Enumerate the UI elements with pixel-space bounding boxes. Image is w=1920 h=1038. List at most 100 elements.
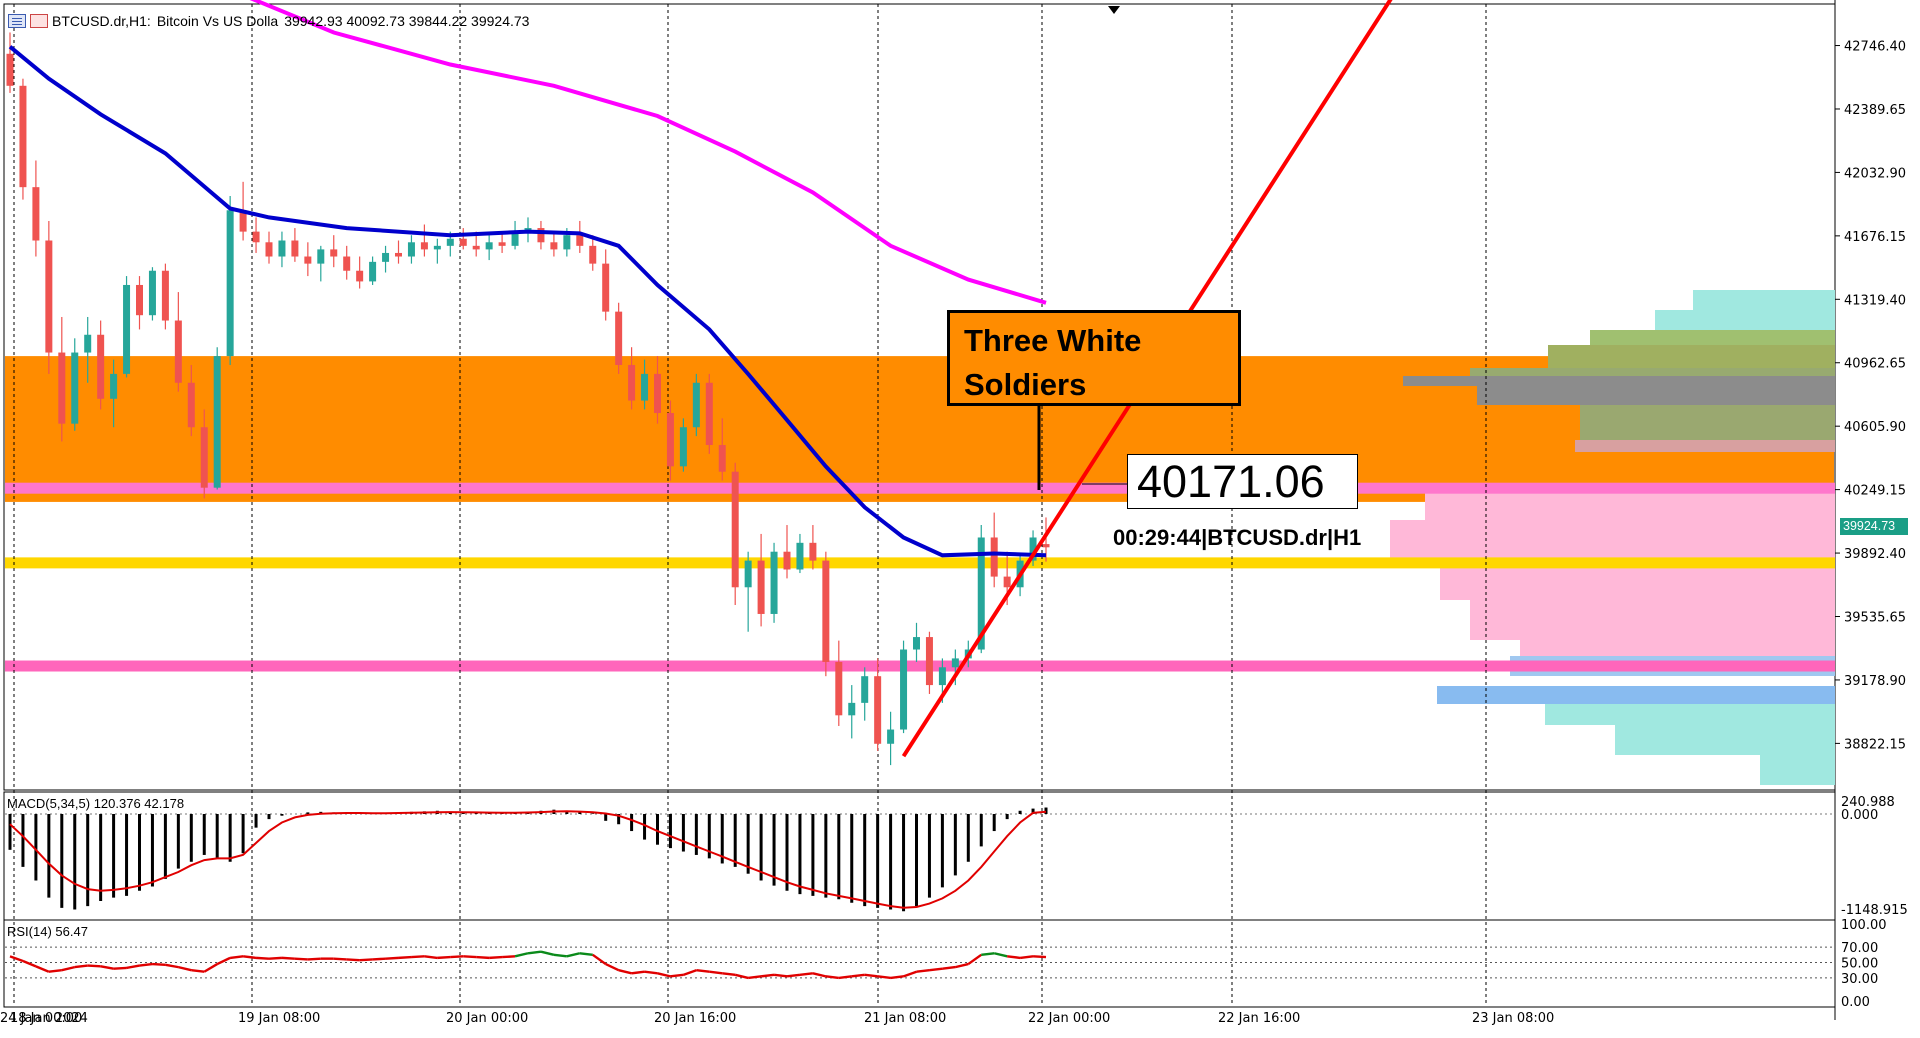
candle-body [136,284,143,316]
candle-body [679,427,687,467]
price-axis-label: 40962.65 [1844,357,1906,372]
rsi-line-segment [398,955,412,960]
menu-icon[interactable] [8,14,26,28]
rsi-line-segment [35,965,50,973]
rsi-line-segment [631,970,645,975]
rsi-line-segment [592,953,607,966]
rsi-line-segment [605,962,620,972]
price-axis-label: 39535.65 [1844,611,1906,626]
rsi-axis-label: 70.00 [1841,941,1878,956]
volume-profile-bar [1590,330,1835,345]
rsi-line-segment [203,963,218,973]
rsi-line-segment [967,953,982,966]
candle-body [537,228,545,243]
rsi-line-segment [61,965,76,972]
rsi-line-segment [74,964,88,969]
symbol-label: BTCUSD.dr,H1: [52,13,151,29]
candle-body [446,238,454,246]
rsi-line-segment [178,965,192,972]
rsi-axis-label: 30.00 [1841,972,1878,987]
rsi-line-segment [22,959,37,968]
candle-timer: 00:29:44|BTCUSD.dr|H1 [1113,525,1362,550]
rsi-line-segment [152,962,166,967]
callout-line-2: Soldiers [964,367,1087,402]
rsi-line-segment [489,955,503,960]
candle-body [731,471,739,588]
candle-body [343,256,351,271]
rsi-line-segment [890,975,904,980]
rsi-line-segment [942,965,956,970]
candle-body [291,240,299,257]
rsi-line-segment [696,969,710,973]
candle-body [718,445,726,472]
candle-body [84,334,92,353]
horizontal-level [5,557,1835,569]
candle-body [913,637,920,650]
rsi-line-segment [216,956,231,966]
candle-body [369,261,377,282]
candle-body [1029,537,1037,561]
time-axis-label: 21 Jan 08:00 [864,1011,946,1026]
candle-body [239,210,247,232]
rsi-line-segment [812,972,827,978]
candle-body [977,537,985,650]
candle-body [161,270,169,321]
rsi-line-segment [657,972,671,978]
bid-price-tag: 39924.73 [1840,518,1908,535]
candle-body [550,242,558,250]
candle-body [200,427,208,488]
candle-body [783,551,791,570]
rsi-line-segment [722,972,736,977]
candle-body [433,245,441,250]
candle-body [641,373,649,401]
candle-body [563,235,571,250]
rsi-line-segment [851,973,865,978]
rsi-line-segment [126,964,140,970]
time-axis-label: 18 Jan 2024 [10,1011,88,1026]
rsi-panel [3,919,1836,1008]
candle-body [420,242,428,250]
candle-body [174,320,182,383]
rsi-line-segment [644,970,658,975]
volume-profile-bar [1425,490,1835,520]
rsi-line-segment [255,956,270,960]
candle-body [628,364,636,401]
candle-body [19,85,27,188]
rsi-line-segment [1019,955,1034,960]
candle-body [32,187,40,241]
rsi-line-segment [139,962,153,967]
volume-profile-bar [1390,520,1835,560]
time-axis-label: 20 Jan 16:00 [654,1011,736,1026]
candle-body [951,658,959,668]
rsi-label: RSI(14) 56.47 [7,924,88,939]
macd-panel [3,791,1836,921]
rsi-line-segment [411,955,425,959]
candle-body [356,270,364,282]
time-axis-label: 22 Jan 16:00 [1218,1011,1300,1026]
candle-body [110,373,118,399]
rsi-line-segment [825,975,839,980]
time-axis-label: 22 Jan 00:00 [1028,1011,1110,1026]
volume-profile-bar [1575,440,1835,452]
macd-axis-label: 0.000 [1841,808,1878,823]
candle-body [226,210,234,357]
rsi-line-segment [385,956,399,960]
price-axis-label: 41676.15 [1844,230,1906,245]
macd-label: MACD(5,34,5) 120.376 42.178 [7,796,185,811]
rsi-line-segment [709,970,723,975]
rsi-line-segment [450,955,464,959]
volume-profile-bar [1437,686,1835,704]
candle-body [835,661,843,716]
rsi-line-segment [281,956,295,960]
rsi-line-segment [230,955,244,960]
rsi-line-segment [916,969,930,973]
time-axis-label: 23 Jan 08:00 [1472,1011,1554,1026]
rsi-line-segment [424,955,438,960]
pattern-callout: Three White Soldiers [947,310,1241,406]
candle-body [848,702,856,716]
rsi-line-segment [242,955,257,960]
candle-body [511,231,519,246]
candle-body [6,53,14,86]
macd-axis-label: -1148.915 [1841,903,1908,918]
